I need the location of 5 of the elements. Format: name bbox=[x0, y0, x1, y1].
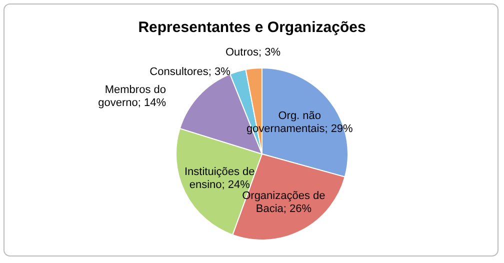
slice-label: Consultores; 3% bbox=[150, 66, 231, 78]
slice-label: Membros do governo; 14% bbox=[98, 84, 166, 110]
slice-label: Outros; 3% bbox=[225, 46, 281, 58]
chart-title: Representantes e Organizações bbox=[138, 19, 366, 36]
slice-label: Instituições de ensino; 24% bbox=[184, 166, 255, 192]
